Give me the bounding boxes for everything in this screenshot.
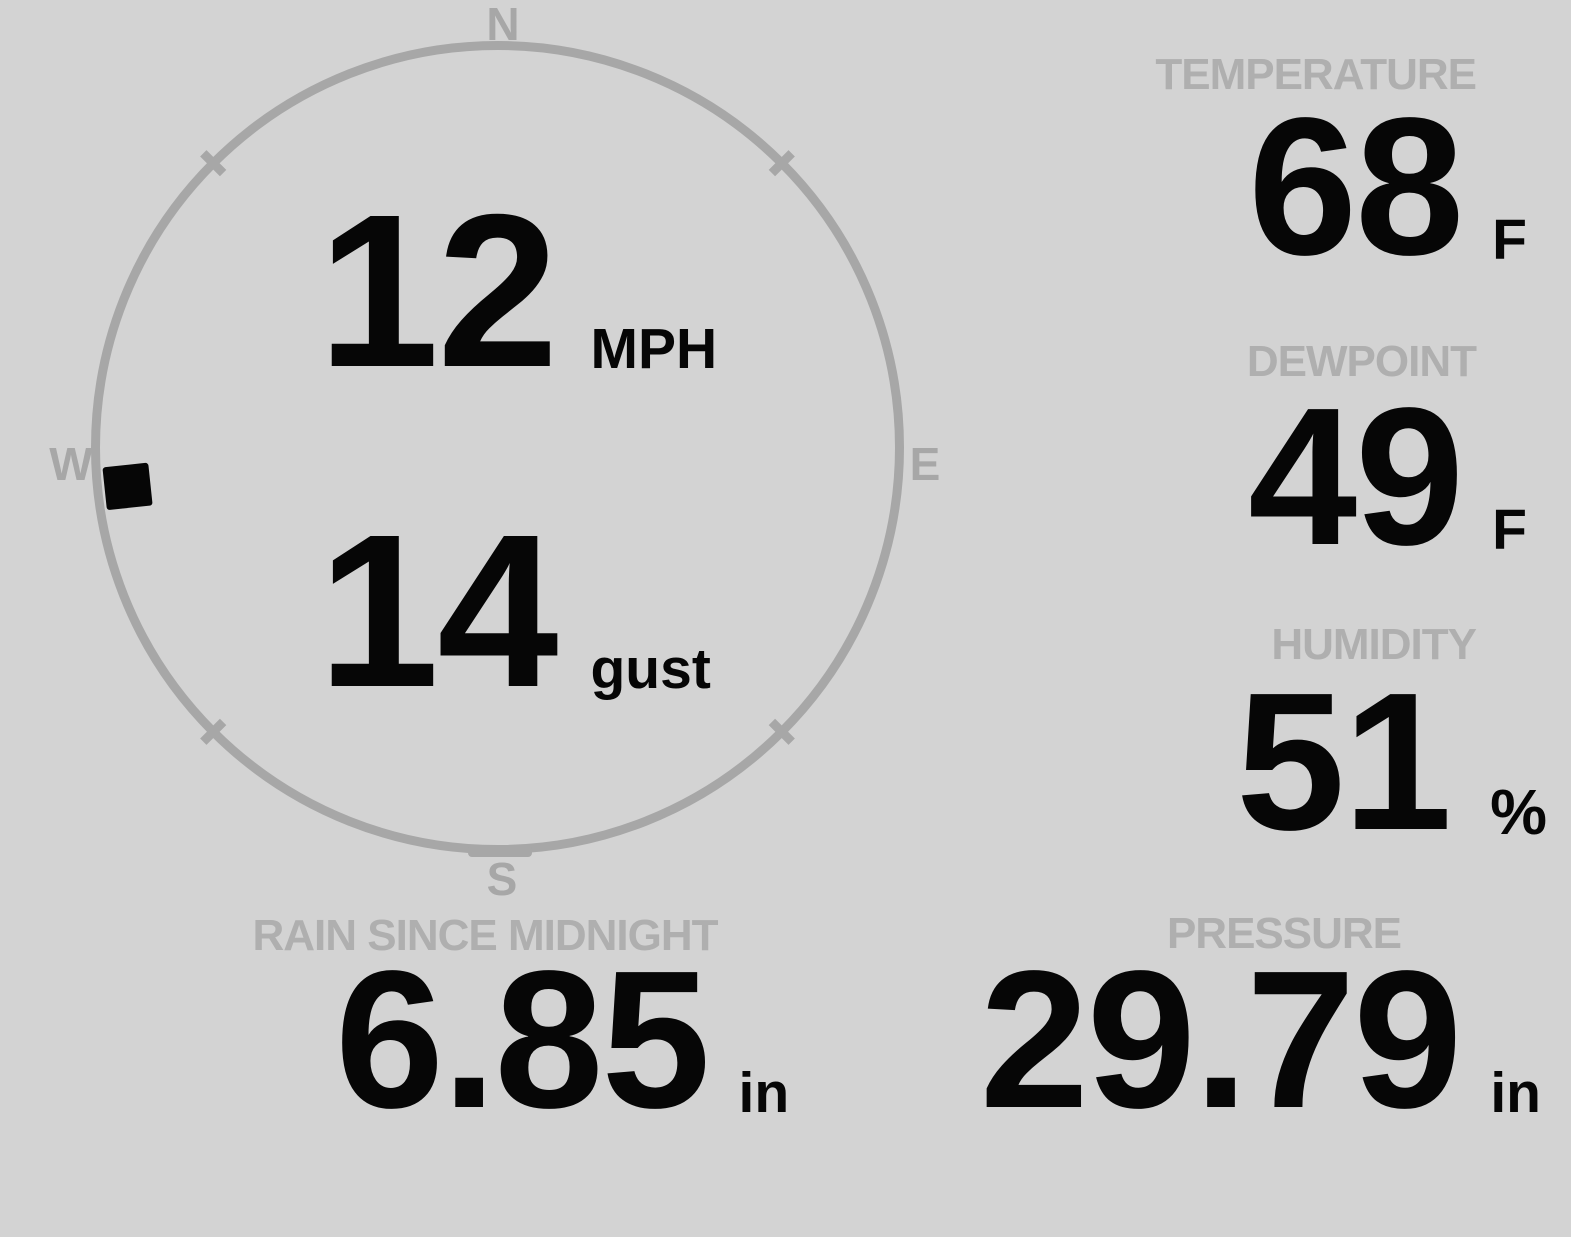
humidity-value: 51 bbox=[1236, 652, 1452, 871]
rain-unit: in bbox=[738, 1061, 790, 1125]
compass-label-south: S bbox=[486, 853, 518, 905]
compass-tick-south-icon bbox=[468, 845, 532, 857]
temperature-value-row: 68 F bbox=[1248, 89, 1527, 285]
dewpoint-value-row: 49 F bbox=[1248, 379, 1527, 575]
rain-value-row: 6.85 in bbox=[335, 942, 789, 1138]
rain-label: RAIN SINCE MIDNIGHT bbox=[252, 911, 719, 960]
compass-label-west: W bbox=[49, 438, 93, 490]
compass-tick-se-icon bbox=[768, 718, 795, 745]
wind-direction-marker-icon bbox=[102, 462, 153, 510]
pressure-unit: in bbox=[1490, 1061, 1541, 1125]
compass-tick-ne-icon bbox=[768, 150, 795, 177]
humidity-value-row: 51 % bbox=[1236, 664, 1547, 860]
humidity-label: HUMIDITY bbox=[1271, 620, 1477, 669]
pressure-value: 29.79 bbox=[979, 930, 1462, 1149]
compass-label-north: N bbox=[486, 0, 520, 50]
dewpoint-value: 49 bbox=[1248, 367, 1464, 586]
rain-value: 6.85 bbox=[335, 930, 710, 1149]
compass-label-east: E bbox=[909, 438, 941, 490]
wind-speed-row: 12 MPH bbox=[318, 183, 717, 401]
humidity-unit: % bbox=[1490, 776, 1547, 848]
compass-tick-sw-icon bbox=[200, 718, 227, 745]
pressure-value-row: 29.79 in bbox=[980, 942, 1541, 1138]
dewpoint-label: DEWPOINT bbox=[1246, 337, 1477, 386]
compass-tick-nw-icon bbox=[200, 150, 227, 177]
temperature-value: 68 bbox=[1248, 77, 1464, 296]
wind-gust-row: 14 gust bbox=[318, 503, 711, 721]
wind-gust-unit: gust bbox=[590, 637, 711, 701]
temperature-label: TEMPERATURE bbox=[1155, 50, 1477, 99]
dewpoint-unit: F bbox=[1492, 498, 1527, 562]
pressure-label: PRESSURE bbox=[1166, 909, 1402, 958]
wind-gust-value: 14 bbox=[318, 490, 558, 733]
wind-speed-value: 12 bbox=[318, 170, 558, 413]
wind-speed-unit: MPH bbox=[590, 317, 718, 381]
wind-direction-marker bbox=[102, 462, 153, 510]
temperature-unit: F bbox=[1492, 208, 1527, 272]
